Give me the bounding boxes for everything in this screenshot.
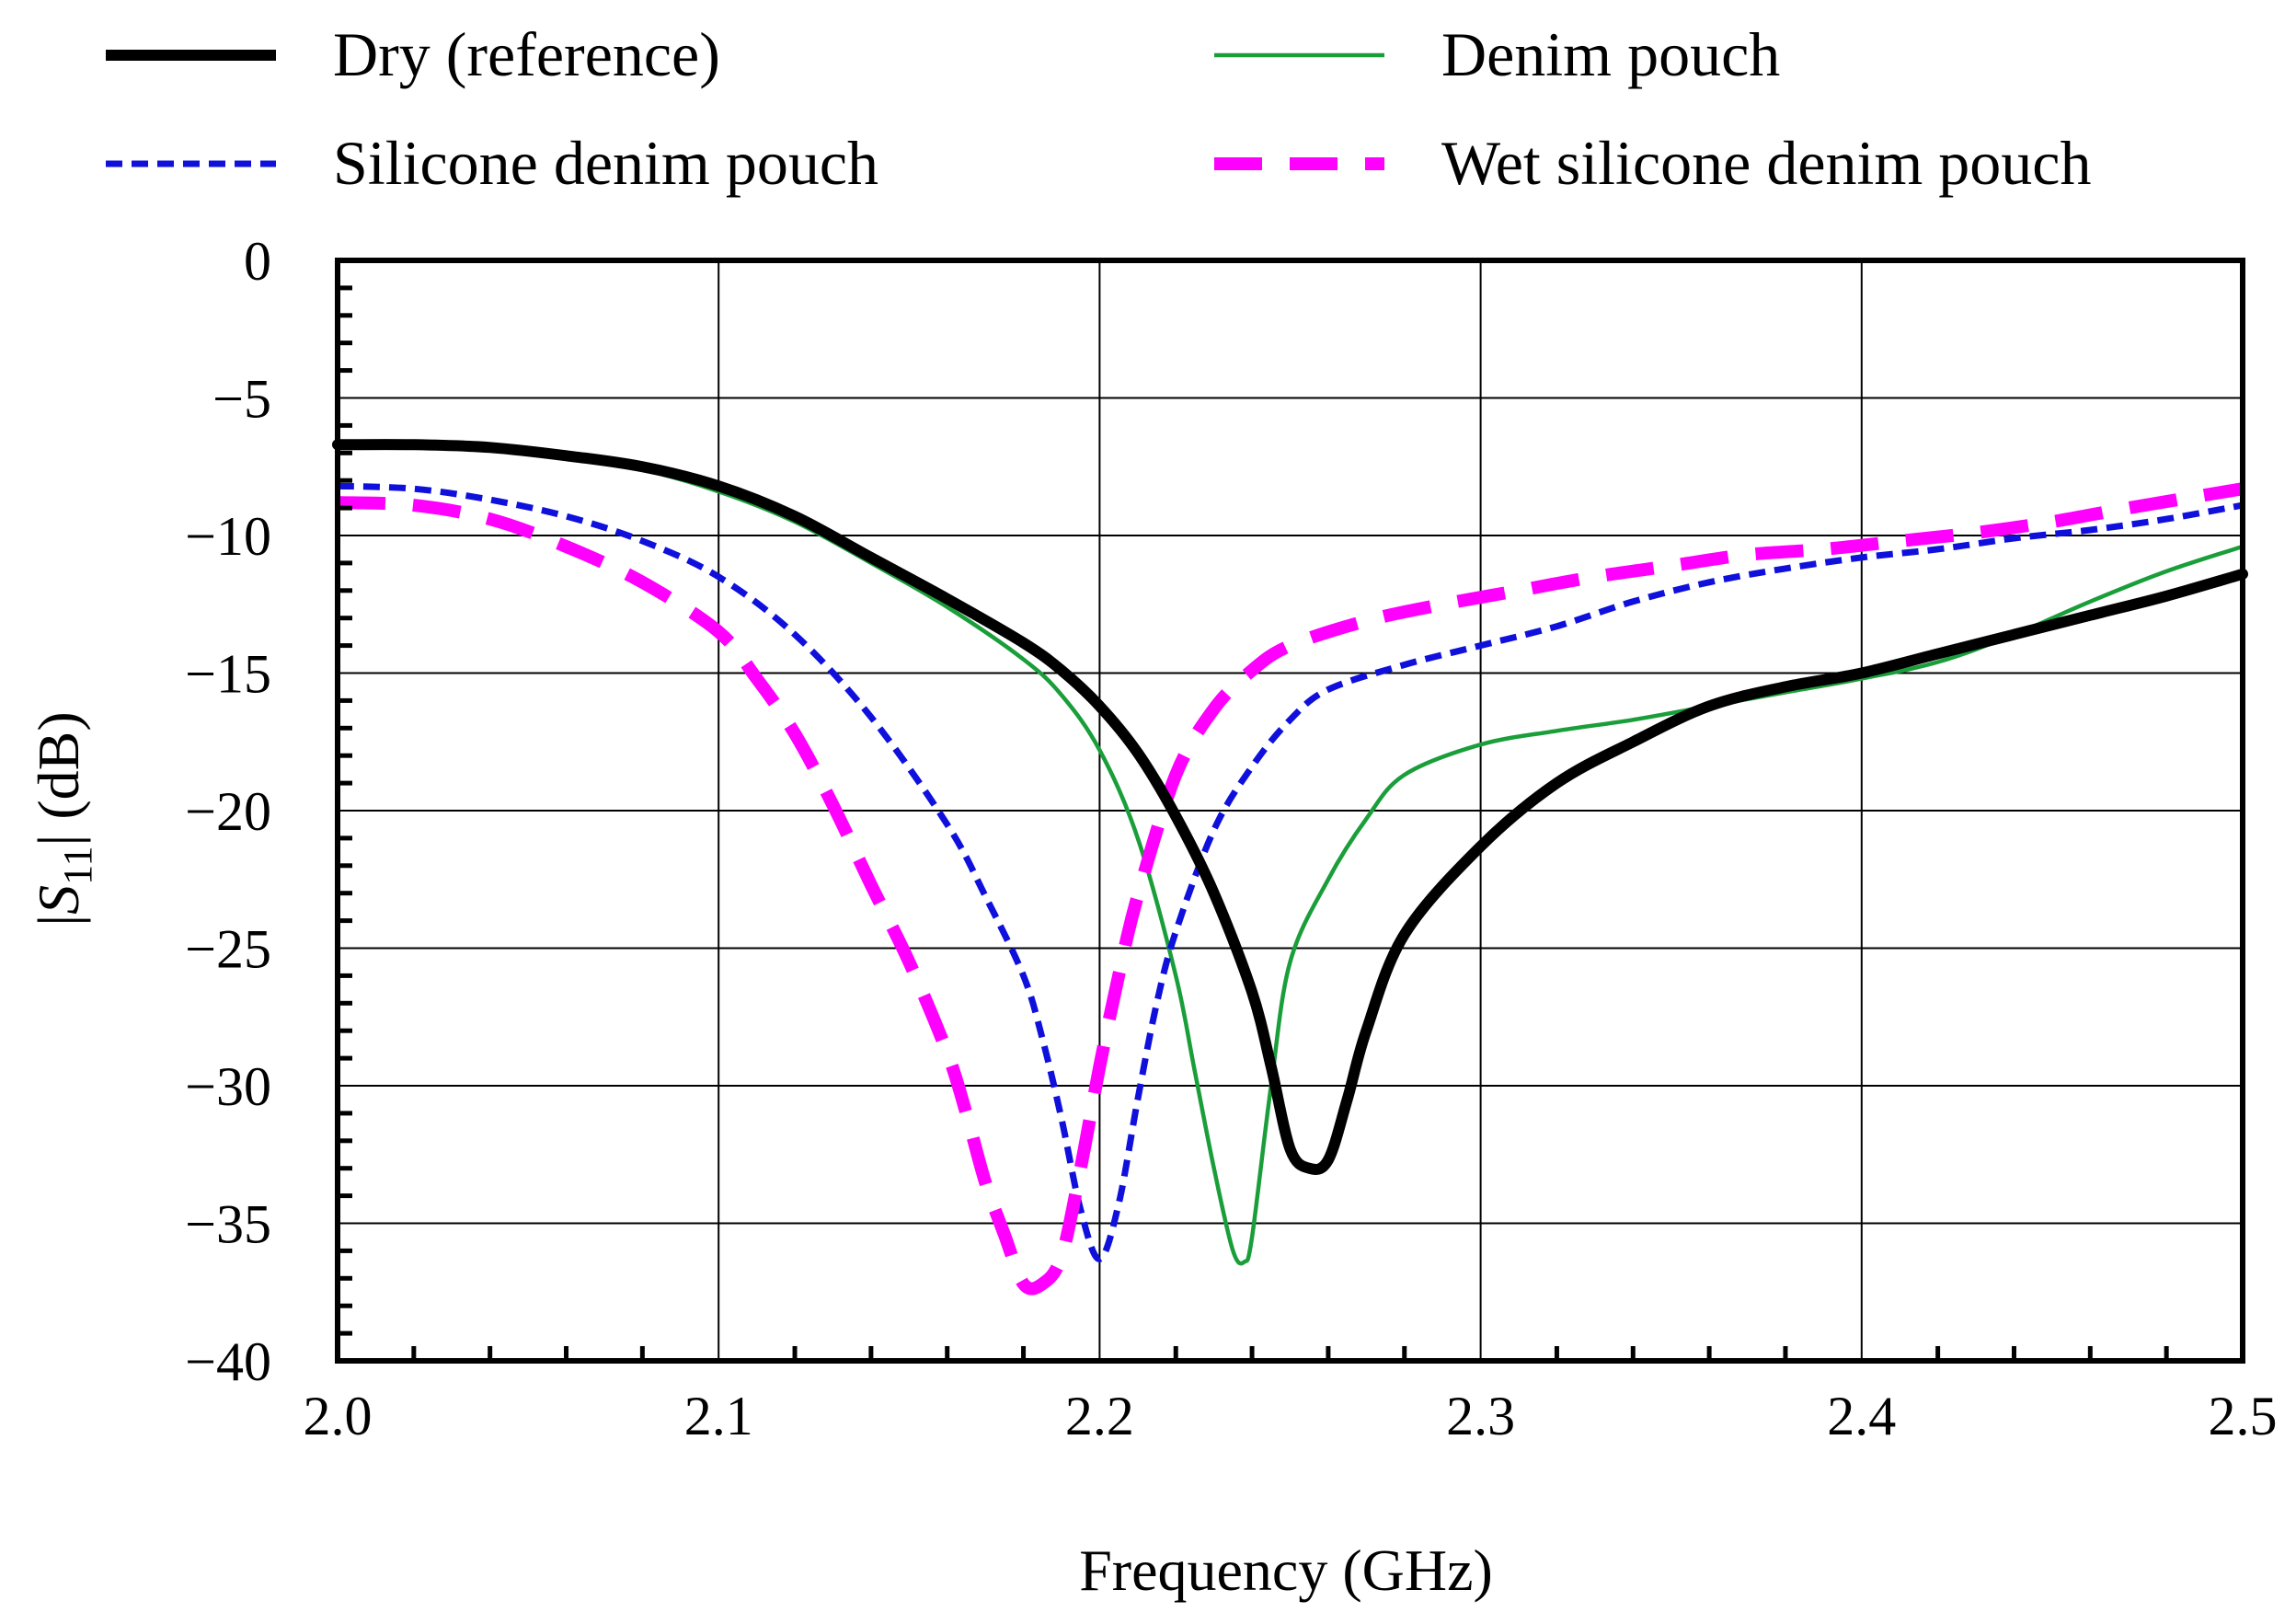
x-tick-label: 2.4 xyxy=(1827,1386,1896,1446)
series-line-silicone xyxy=(337,482,2244,1262)
legend-label-silicone: Silicone denim pouch xyxy=(333,128,878,198)
y-tick-label: −5 xyxy=(212,369,271,430)
y-tick-label: −35 xyxy=(185,1194,271,1255)
legend: Dry (reference) Denim pouch Silicone den… xyxy=(106,19,2091,198)
y-tick-label: −15 xyxy=(185,644,271,705)
legend-label-dry: Dry (reference) xyxy=(333,19,720,89)
x-tick-label: 2.1 xyxy=(684,1386,753,1446)
legend-label-denim: Denim pouch xyxy=(1441,19,1780,89)
series-layer xyxy=(332,439,2248,1296)
y-tick-label: −10 xyxy=(185,506,271,567)
legend-item-wet-silicone: Wet silicone denim pouch xyxy=(1214,128,2091,198)
x-tick-label: 2.2 xyxy=(1065,1386,1134,1446)
grid-layer xyxy=(338,260,2243,1361)
legend-item-silicone: Silicone denim pouch xyxy=(106,128,878,198)
y-tick-label: −40 xyxy=(185,1331,271,1392)
y-tick-label: 0 xyxy=(244,231,271,292)
legend-item-dry: Dry (reference) xyxy=(106,19,720,89)
x-tick-label: 2.0 xyxy=(304,1386,373,1446)
x-tick-label: 2.3 xyxy=(1446,1386,1515,1446)
series-line-dry xyxy=(332,439,2248,1176)
x-tick-label: 2.5 xyxy=(2209,1386,2278,1446)
ticks-layer xyxy=(338,285,2169,1361)
plot-frame xyxy=(335,258,2245,1364)
labels-layer: 2.0 2.1 2.2 2.3 2.4 2.5 0 −5 −10 −15 −20 −25 −30 −35 −… xyxy=(185,231,2277,1446)
y-tick-label: −20 xyxy=(185,781,271,842)
y-axis-title: |S11| (dB) xyxy=(26,711,100,926)
y-tick-label: −30 xyxy=(185,1056,271,1117)
frame-layer xyxy=(335,258,2245,1364)
series-line-wet-silicone xyxy=(337,482,2244,1296)
y-tick-label: −25 xyxy=(185,919,271,980)
legend-item-denim: Denim pouch xyxy=(1214,19,1780,89)
x-axis-title: Frequency (GHz) xyxy=(1079,1538,1493,1603)
legend-label-wet-silicone: Wet silicone denim pouch xyxy=(1441,128,2091,198)
